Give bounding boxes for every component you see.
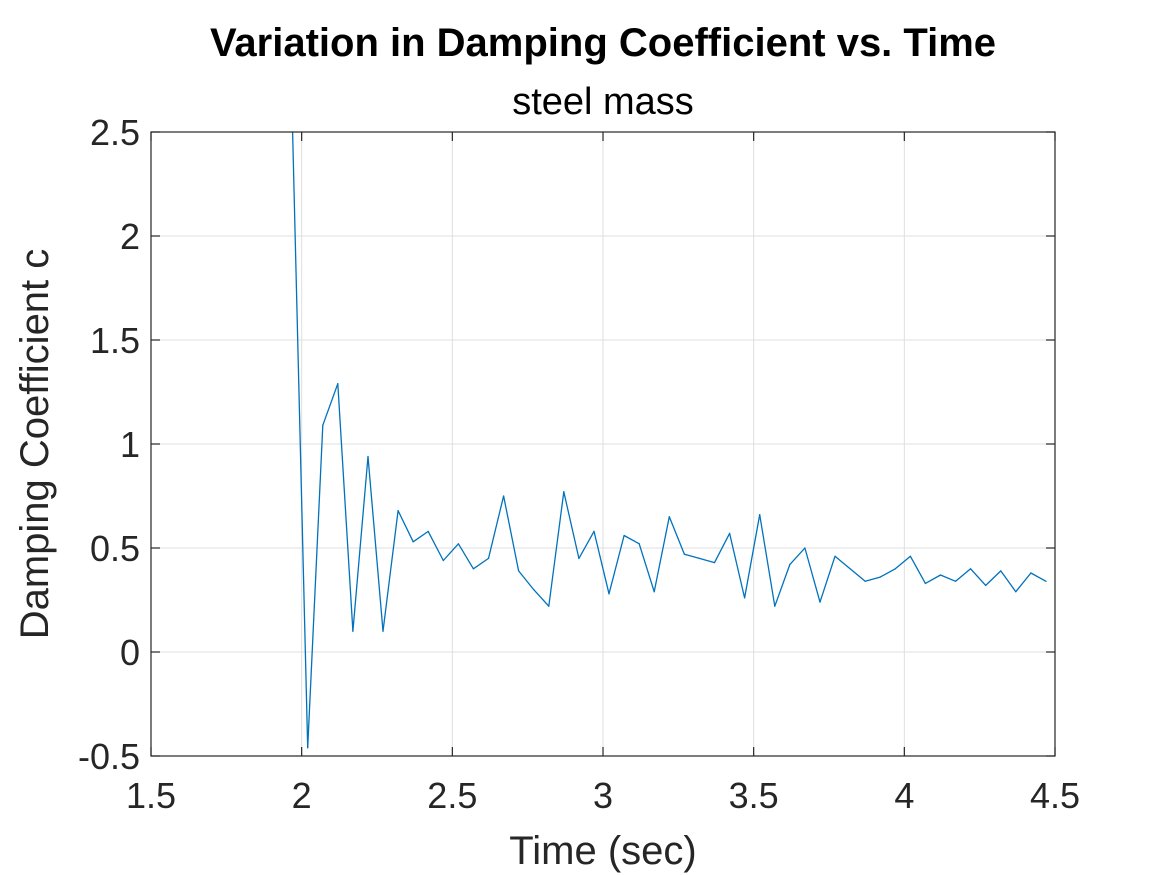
- grid-lines: [150, 131, 1056, 757]
- series-line-segment: [924, 574, 942, 585]
- y-tick-label: 2: [120, 216, 140, 257]
- series-line-segment: [894, 555, 912, 570]
- series-line-segment: [502, 495, 520, 572]
- x-tick-label: 4: [894, 775, 914, 816]
- y-tick-label: 2.5: [90, 112, 140, 153]
- series-line-segment: [457, 543, 475, 570]
- series-line-segment: [517, 570, 535, 591]
- x-tick-label: 3: [593, 775, 613, 816]
- series-line-segment: [713, 532, 731, 564]
- series-line-segment: [804, 547, 821, 603]
- series-line-segment: [472, 557, 490, 570]
- series-line-segment: [774, 563, 791, 607]
- series-line-segment: [563, 491, 580, 560]
- x-axis-label: Time (sec): [509, 829, 696, 873]
- series-line-segment: [442, 543, 460, 562]
- series-line-segment: [593, 530, 610, 595]
- series-line-segment: [638, 543, 655, 593]
- series-line-segment: [352, 455, 369, 632]
- series-line-segment: [427, 530, 444, 562]
- series-line-segment: [1015, 572, 1032, 593]
- series-line-segment: [743, 514, 761, 599]
- series-group: [291, 131, 1047, 749]
- series-line-segment: [909, 555, 927, 585]
- y-tick-label: 1: [120, 424, 140, 465]
- x-tick-label: 4.5: [1030, 775, 1080, 816]
- series-line-segment: [653, 516, 670, 593]
- series-line-segment: [337, 383, 354, 632]
- series-line-segment: [367, 455, 384, 632]
- y-tick-label: 0.5: [90, 528, 140, 569]
- series-line-segment: [412, 530, 429, 543]
- ticks: [150, 131, 1056, 757]
- series-line-segment: [954, 568, 972, 582]
- series-line-segment: [623, 534, 640, 545]
- series-line-segment: [683, 553, 701, 560]
- series-line-segment: [307, 424, 324, 749]
- y-tick-label: 0: [120, 632, 140, 673]
- series-line-segment: [879, 568, 896, 578]
- y-tick-label: -0.5: [78, 736, 140, 777]
- series-line-segment: [759, 514, 776, 607]
- series-line-segment: [1000, 570, 1017, 593]
- x-tick-label: 2: [292, 775, 312, 816]
- series-line-segment: [985, 570, 1002, 587]
- y-tick-label: 1.5: [90, 320, 140, 361]
- series-line-segment: [834, 555, 851, 570]
- series-line-segment: [548, 491, 565, 607]
- series-line-segment: [291, 131, 309, 749]
- series-line-segment: [969, 568, 987, 587]
- series-line-segment: [789, 547, 806, 566]
- series-line-segment: [849, 568, 866, 582]
- series-line-segment: [578, 530, 595, 560]
- series-line-segment: [397, 509, 414, 543]
- x-tick-label: 1.5: [126, 775, 176, 816]
- series-line-segment: [668, 516, 686, 555]
- x-tick-labels: 1.5 2 2.5 3 3.5 4 4.5: [126, 775, 1080, 816]
- series-line-segment: [698, 557, 716, 564]
- x-tick-label: 2.5: [427, 775, 477, 816]
- series-line-segment: [728, 532, 746, 599]
- series-line-segment: [864, 576, 881, 582]
- series-line-segment: [608, 534, 625, 595]
- chart-subtitle: steel mass: [512, 81, 694, 123]
- y-axis-label: Damping Coefficient c: [13, 249, 57, 640]
- x-tick-label: 3.5: [729, 775, 779, 816]
- series-line-segment: [322, 383, 339, 426]
- series-line-segment: [819, 555, 836, 603]
- chart-title: Variation in Damping Coefficient vs. Tim…: [210, 21, 996, 65]
- series-line-segment: [487, 495, 505, 560]
- series-line-segment: [939, 574, 957, 582]
- series-line-segment: [1030, 572, 1047, 582]
- series-line-segment: [382, 509, 399, 632]
- series-line-segment: [533, 588, 550, 607]
- y-tick-labels: -0.5 0 0.5 1 1.5 2 2.5: [78, 112, 140, 777]
